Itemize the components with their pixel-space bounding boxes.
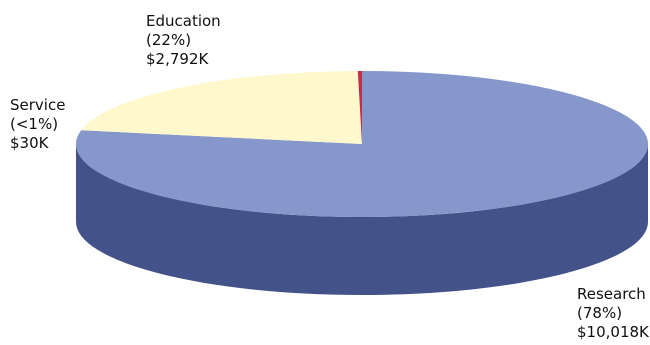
slice-percent-service: (<1%): [10, 115, 59, 133]
slice-value-service: $30K: [10, 134, 49, 152]
pie-slice-education: [81, 71, 363, 144]
slice-name-research: Research: [577, 285, 646, 303]
pie-side-research: [76, 144, 648, 295]
pie-slice-service: [357, 71, 362, 144]
pie-sides: [76, 144, 648, 295]
slice-percent-education: (22%): [146, 31, 192, 49]
slice-name-service: Service: [10, 96, 66, 114]
slice-name-education: Education: [146, 12, 221, 30]
slice-value-research: $10,018K: [577, 323, 649, 341]
slice-label-education: Education (22%) $2,792K: [146, 12, 221, 69]
slice-percent-research: (78%): [577, 304, 623, 322]
pie-tops: [76, 71, 648, 217]
slice-value-education: $2,792K: [146, 50, 209, 68]
slice-label-research: Research (78%) $10,018K: [577, 285, 649, 342]
slice-label-service: Service (<1%) $30K: [10, 96, 65, 153]
